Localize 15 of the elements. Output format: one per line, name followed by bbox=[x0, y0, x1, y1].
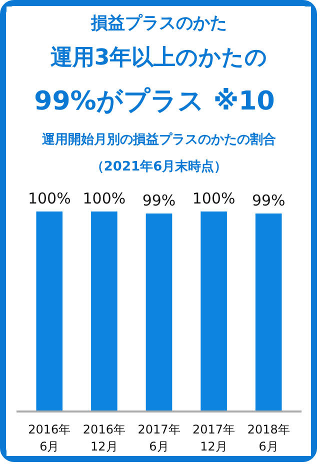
data-label: 99% bbox=[252, 192, 286, 210]
chart-title: 運用開始月別の損益プラスのかたの割合 bbox=[41, 132, 276, 148]
data-label: 100% bbox=[28, 190, 71, 208]
text: 損益プラスのかた bbox=[90, 14, 227, 34]
chart-subtitle: （2021年6月末時点） bbox=[90, 158, 228, 174]
data-label: 100% bbox=[82, 190, 126, 208]
data-label: 100% bbox=[192, 190, 236, 208]
data-label: 99% bbox=[142, 192, 176, 210]
text: 運用3年以上のかたの bbox=[50, 46, 268, 70]
text: 99%がプラス ※10 bbox=[34, 86, 275, 116]
x-tick-label: 2017年 12月 bbox=[192, 422, 236, 454]
x-tick-label: 2017年 6月 bbox=[138, 422, 180, 454]
x-tick-label: 2016年 6月 bbox=[28, 422, 71, 454]
x-tick-label: 2018年 6月 bbox=[247, 422, 290, 454]
x-tick-label: 2016年 12月 bbox=[82, 422, 126, 454]
